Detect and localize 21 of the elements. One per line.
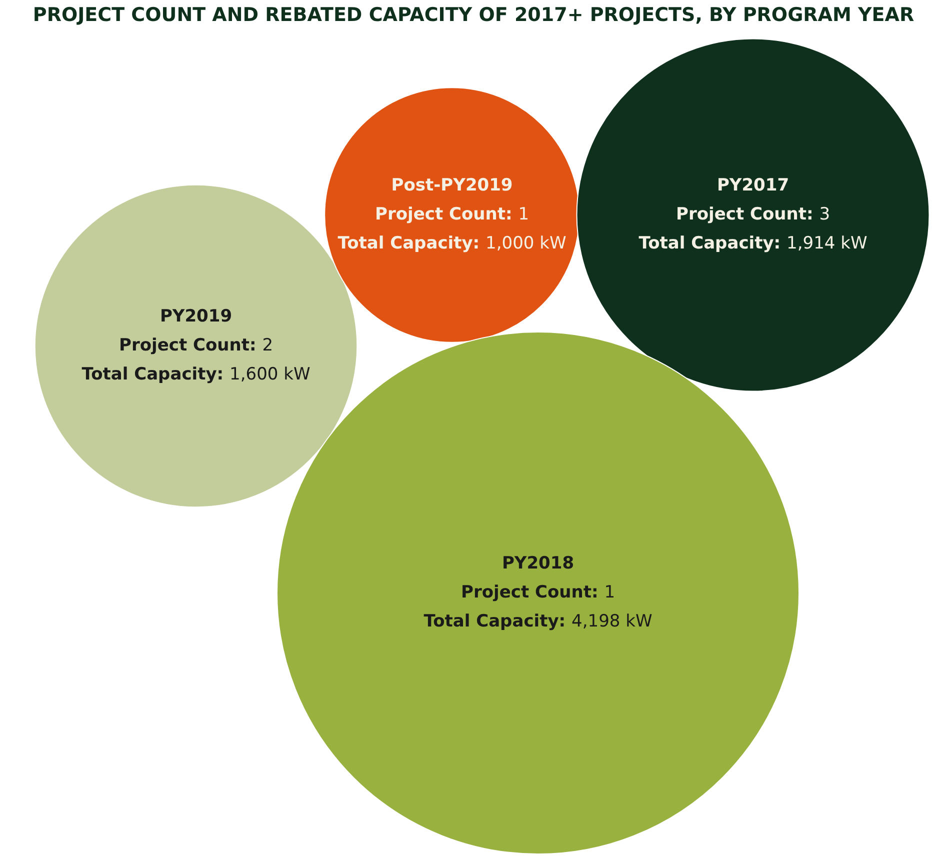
data-label: 1 — [518, 204, 530, 224]
text: Project Count: — [676, 204, 814, 224]
data-label: 3 — [819, 204, 830, 224]
data-label: 1 — [604, 582, 616, 602]
data-label: 1,914 kW — [786, 233, 868, 254]
text: Total Capacity: — [338, 233, 480, 254]
text: Project Count: — [118, 335, 256, 356]
category-label: PY2017 — [716, 175, 790, 196]
data-label: 1,600 kW — [230, 364, 310, 384]
category-label: PY2019 — [160, 306, 232, 326]
text: PROJECT COUNT AND REBATED CAPACITY OF 2017+ PROJECTS, BY PROGRAM YEAR — [32, 4, 916, 26]
data-label: 1,000 kW — [486, 233, 566, 254]
text: Total Capacity: — [82, 364, 230, 384]
text: Project Count: — [460, 582, 598, 602]
data-label: 4,198 kW — [572, 611, 652, 632]
series-label: Project Count: — [374, 204, 518, 224]
text: Total Capacity: — [638, 233, 781, 254]
category-label: Post-PY2019 — [391, 175, 513, 196]
text: Total Capacity: — [424, 611, 566, 632]
data-label: 2 — [262, 335, 274, 356]
category-label: PY2018 — [502, 553, 574, 574]
